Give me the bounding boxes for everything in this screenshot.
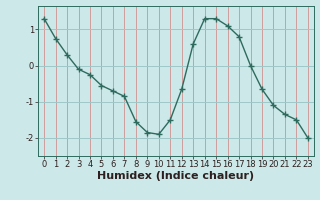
X-axis label: Humidex (Indice chaleur): Humidex (Indice chaleur) [97, 171, 255, 181]
